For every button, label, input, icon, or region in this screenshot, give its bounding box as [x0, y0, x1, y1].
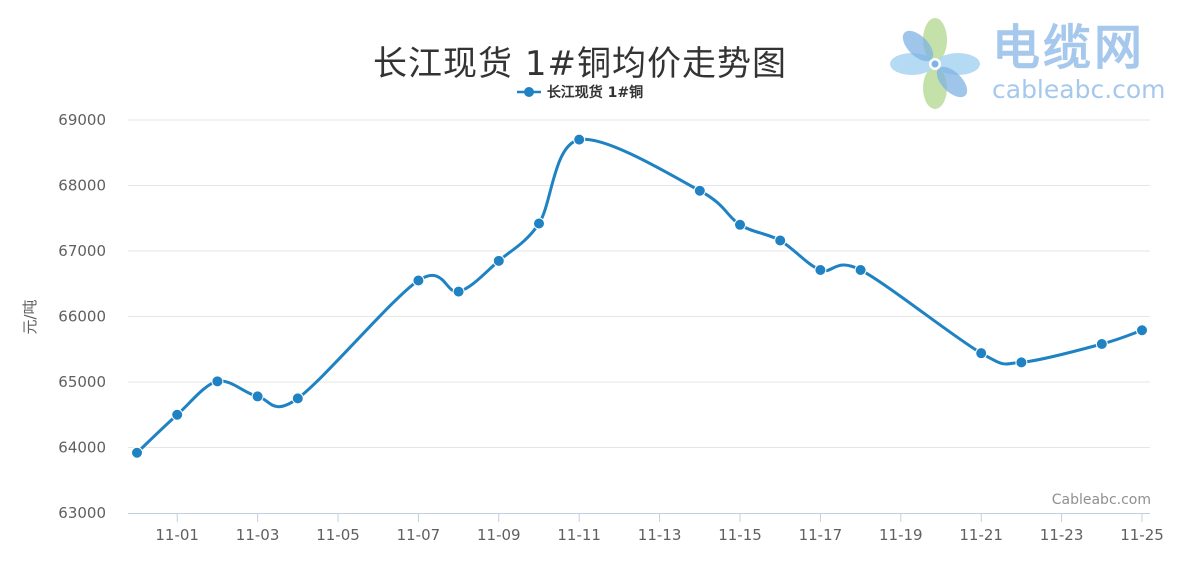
data-point[interactable] — [251, 390, 264, 403]
y-tick-label: 66000 — [58, 308, 106, 326]
data-point[interactable] — [975, 347, 988, 360]
y-tick-label: 67000 — [58, 242, 106, 260]
data-point[interactable] — [734, 218, 746, 231]
logo-name: 电缆网 — [992, 20, 1146, 76]
data-point[interactable] — [774, 234, 787, 247]
chart-legend: 长江现货 1#铜 — [0, 82, 1160, 102]
x-tick-label: 11-09 — [477, 526, 521, 544]
chart-title: 长江现货 1#铜均价走势图 — [373, 44, 787, 84]
x-tick-label: 11-21 — [959, 526, 1003, 544]
y-tick-label: 65000 — [58, 373, 106, 391]
data-point[interactable] — [693, 184, 706, 197]
y-tick-label: 68000 — [58, 177, 106, 195]
x-tick-label: 11-01 — [155, 526, 199, 544]
data-point[interactable] — [171, 408, 184, 421]
data-point[interactable] — [1015, 356, 1028, 369]
data-point[interactable] — [452, 285, 465, 298]
series-line — [135, 137, 1143, 454]
data-point[interactable] — [573, 133, 586, 146]
x-tick-label: 11-15 — [718, 526, 762, 544]
x-tick-label: 11-13 — [638, 526, 682, 544]
x-tick-label: 11-23 — [1040, 526, 1084, 544]
legend-item-series[interactable]: 长江现货 1#铜 — [516, 82, 644, 102]
data-point[interactable] — [131, 446, 143, 459]
data-point[interactable] — [854, 263, 867, 276]
data-point[interactable] — [1136, 324, 1148, 337]
y-axis-label: 元/吨 — [21, 299, 39, 334]
data-point[interactable] — [412, 274, 425, 287]
data-point[interactable] — [492, 254, 505, 267]
legend-marker-icon — [516, 87, 541, 97]
y-tick-label: 63000 — [58, 504, 106, 522]
data-point[interactable] — [814, 263, 827, 276]
x-tick-label: 11-11 — [557, 526, 601, 544]
logo-domain: cableabc.com — [992, 75, 1166, 104]
data-point[interactable] — [533, 217, 545, 230]
x-tick-label: 11-05 — [316, 526, 360, 544]
y-tick-label: 64000 — [58, 439, 106, 457]
x-tick-label: 11-19 — [879, 526, 923, 544]
legend-label: 长江现货 1#铜 — [546, 85, 644, 101]
x-tick-label: 11-17 — [799, 526, 843, 544]
data-point[interactable] — [211, 375, 224, 388]
x-tick-label: 11-03 — [236, 526, 280, 544]
flower-logo-icon — [890, 18, 980, 109]
data-point[interactable] — [291, 392, 304, 405]
data-point[interactable] — [1095, 338, 1108, 351]
credit-watermark[interactable]: Cableabc.com — [1051, 492, 1151, 508]
site-logo: 电缆网 cableabc.com — [888, 16, 1168, 111]
x-tick-label: 11-07 — [397, 526, 441, 544]
y-tick-label: 69000 — [58, 111, 106, 129]
x-tick-label: 11-25 — [1120, 526, 1164, 544]
